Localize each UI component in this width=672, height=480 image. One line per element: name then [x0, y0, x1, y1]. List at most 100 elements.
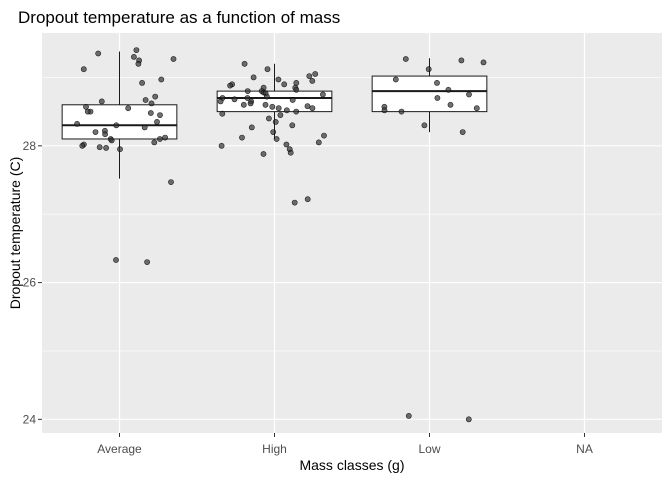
data-point — [147, 110, 154, 116]
y-tick-label: 28 — [23, 139, 37, 153]
data-point — [83, 103, 89, 110]
data-point — [148, 100, 155, 107]
x-tick-label: NA — [576, 442, 593, 456]
data-point — [309, 78, 316, 84]
data-point — [125, 105, 132, 112]
data-point — [283, 107, 290, 114]
box-low — [371, 58, 488, 133]
data-point — [289, 97, 296, 103]
x-axis: Average High Low NA — [97, 433, 593, 456]
data-point — [465, 416, 472, 423]
data-point — [421, 122, 428, 129]
data-point — [287, 149, 294, 156]
data-point — [117, 146, 123, 153]
data-point — [270, 129, 277, 135]
data-point — [277, 112, 284, 118]
data-point — [151, 139, 158, 146]
data-point — [263, 93, 270, 100]
data-point — [96, 144, 103, 151]
data-point — [98, 98, 105, 105]
data-point — [306, 73, 313, 79]
data-point — [315, 139, 322, 146]
data-point — [157, 112, 163, 118]
data-point — [144, 259, 150, 265]
data-point — [405, 412, 412, 419]
data-point — [392, 76, 399, 83]
data-point — [459, 129, 466, 135]
data-point — [79, 142, 86, 149]
x-tick-label: High — [262, 442, 287, 456]
data-point — [265, 115, 272, 122]
point-layer — [74, 47, 487, 423]
data-point — [74, 121, 80, 127]
data-point — [466, 91, 472, 98]
data-point — [434, 95, 441, 101]
data-point — [445, 86, 452, 93]
box-average — [61, 51, 178, 179]
data-point — [170, 56, 177, 62]
data-point — [269, 103, 276, 110]
data-point — [80, 66, 87, 73]
data-point — [304, 196, 311, 203]
y-axis-title: Dropout temperature (C) — [7, 157, 23, 310]
data-point — [158, 76, 165, 83]
data-point — [283, 141, 290, 148]
data-point — [135, 60, 142, 67]
x-tick-label: Low — [418, 442, 440, 456]
data-point — [141, 124, 148, 131]
data-point — [240, 101, 247, 108]
data-point — [309, 105, 316, 112]
data-point — [217, 98, 224, 105]
data-point — [434, 80, 440, 86]
data-point — [244, 88, 251, 94]
data-point — [154, 119, 160, 125]
data-point — [239, 134, 245, 141]
plot-panel — [42, 33, 662, 433]
data-point — [289, 122, 296, 129]
data-point — [250, 74, 257, 81]
data-point — [84, 108, 91, 115]
data-point — [168, 179, 174, 185]
data-point — [102, 131, 108, 138]
data-point — [480, 59, 487, 66]
data-point — [227, 82, 233, 89]
data-point — [156, 136, 163, 142]
data-point — [139, 80, 145, 86]
data-point — [95, 50, 102, 57]
data-point — [113, 122, 120, 129]
data-point — [133, 47, 140, 53]
data-point — [218, 142, 225, 149]
data-point — [248, 124, 255, 131]
data-point — [262, 101, 269, 108]
data-point — [293, 80, 300, 86]
data-point — [281, 81, 288, 88]
x-axis-title: Mass classes (g) — [299, 457, 404, 473]
data-point — [152, 93, 159, 100]
data-point — [458, 57, 465, 64]
data-point — [398, 108, 405, 115]
data-point — [272, 119, 279, 125]
data-point — [108, 137, 115, 144]
data-point — [162, 134, 168, 141]
data-point — [304, 103, 311, 110]
data-point — [244, 95, 251, 101]
y-tick-label: 24 — [23, 412, 37, 426]
box-layer — [61, 51, 488, 179]
data-point — [130, 54, 137, 60]
data-point — [447, 101, 454, 108]
data-point — [425, 66, 432, 73]
data-point — [275, 105, 282, 112]
data-point — [260, 151, 267, 157]
data-point — [319, 91, 326, 98]
data-point — [402, 56, 409, 62]
data-point — [247, 100, 254, 107]
y-axis: 24 26 28 — [23, 139, 42, 426]
data-point — [219, 110, 226, 117]
data-point — [113, 257, 119, 263]
box-iqr — [371, 75, 488, 113]
data-point — [241, 60, 248, 67]
data-point — [264, 66, 271, 73]
data-point — [291, 199, 298, 206]
data-point — [473, 105, 480, 112]
